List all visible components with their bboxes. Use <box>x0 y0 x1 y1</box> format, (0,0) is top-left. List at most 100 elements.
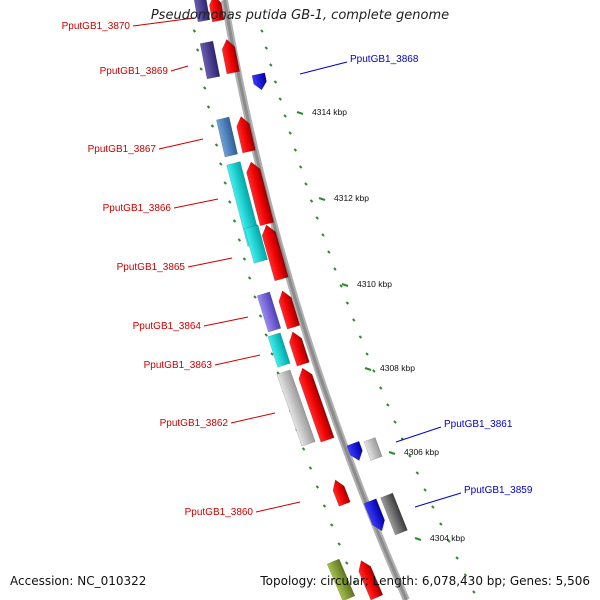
track-dot <box>439 522 443 526</box>
track-dot <box>260 29 264 33</box>
feature-shape <box>363 498 385 532</box>
label-leader-line <box>132 17 195 27</box>
feature-shape <box>332 479 351 507</box>
track-dot <box>237 238 242 242</box>
feature-shape <box>251 72 267 91</box>
feature-shape <box>216 116 238 158</box>
cds-3870[interactable] <box>208 0 225 23</box>
cog-box-3862[interactable] <box>276 369 316 447</box>
cds-3869[interactable] <box>220 38 240 75</box>
kbp-tick-label: 4306 kbp <box>404 447 439 457</box>
kbp-tick-mark <box>318 196 326 202</box>
track-dot <box>431 505 435 509</box>
track-dot <box>472 590 476 594</box>
label-leader-line <box>255 501 301 513</box>
cog-box-3863[interactable] <box>267 332 291 368</box>
track-dot <box>315 485 320 489</box>
kbp-tick-mark <box>414 536 422 542</box>
feature-shape <box>261 224 289 282</box>
gene-label-pputgb1_3859[interactable]: PputGB1_3859 <box>414 485 533 508</box>
track-dot <box>352 580 357 584</box>
gene-label-pputgb1_3861[interactable]: PputGB1_3861 <box>395 419 513 443</box>
reverse-cog-3861[interactable] <box>363 437 383 461</box>
cds-3863[interactable] <box>287 330 310 367</box>
kbp-tick-mark <box>388 450 396 456</box>
track-dot <box>242 257 247 261</box>
gene-label-pputgb1_3863[interactable]: PputGB1_3863 <box>144 354 261 371</box>
gene-label-pputgb1_3860[interactable]: PputGB1_3860 <box>185 501 301 518</box>
cog-box-3859[interactable] <box>326 558 356 600</box>
track-dot <box>264 333 268 337</box>
reverse-cds-3868[interactable] <box>251 72 268 91</box>
track-dot <box>232 219 237 223</box>
label-leader-line <box>187 257 233 268</box>
label-leader-line <box>203 316 249 327</box>
gene-label-text: PputGB1_3865 <box>117 262 186 273</box>
gene-label-text: PputGB1_3867 <box>88 144 157 155</box>
gene-label-pputgb1_3870[interactable]: PputGB1_3870 <box>62 17 195 32</box>
kbp-scale: 4314 kbp 4312 kbp 4310 kbp 4308 kbp 4306 kbp… <box>296 107 465 543</box>
label-leader-line <box>299 61 348 75</box>
track-dot <box>253 295 257 299</box>
track-dot <box>330 523 334 527</box>
track-dot <box>258 314 263 318</box>
track-dot <box>408 454 412 458</box>
feature-shape <box>326 558 356 600</box>
genome-backbone <box>221 0 410 600</box>
backbone-core <box>223 0 408 600</box>
gene-label-pputgb1_3864[interactable]: PputGB1_3864 <box>133 316 249 332</box>
gene-label-pputgb1_3865[interactable]: PputGB1_3865 <box>117 257 233 273</box>
track-dot <box>333 267 337 271</box>
kbp-tick-label: 4312 kbp <box>334 193 369 203</box>
gene-label-pputgb1_3868[interactable]: PputGB1_3868 <box>299 54 419 75</box>
gene-label-pputgb1_3862[interactable]: PputGB1_3862 <box>160 412 276 429</box>
feature-shape <box>346 440 363 461</box>
gene-label-text: PputGB1_3862 <box>160 418 229 429</box>
cds-3865[interactable] <box>260 223 289 282</box>
gene-label-pputgb1_3867[interactable]: PputGB1_3867 <box>88 138 204 155</box>
cog-box-3867[interactable] <box>216 116 238 158</box>
gene-label-text: PputGB1_3861 <box>444 419 513 430</box>
cds-3859[interactable] <box>355 558 384 600</box>
gene-label-pputgb1_3866[interactable]: PputGB1_3866 <box>103 198 219 214</box>
gene-label-pputgb1_3869[interactable]: PputGB1_3869 <box>100 65 189 77</box>
gc-skew-dotted-tracks <box>192 29 476 594</box>
reverse-cog-3859[interactable] <box>380 492 408 536</box>
kbp-tick-label: 4304 kbp <box>430 533 465 543</box>
track-dot <box>219 162 223 166</box>
cog-box-3869[interactable] <box>199 40 221 80</box>
cds-3860[interactable] <box>330 478 351 507</box>
label-leader-line <box>230 412 276 424</box>
track-dot <box>293 148 298 152</box>
feature-shape <box>236 116 256 154</box>
cog-box-3865[interactable] <box>244 224 268 264</box>
gene-label-text: PputGB1_3866 <box>103 203 172 214</box>
gene-label-text: PputGB1_3868 <box>350 54 419 65</box>
cds-3864[interactable] <box>276 289 301 330</box>
label-leader-line <box>395 426 442 443</box>
gene-labels: PputGB1_3870 PputGB1_3869 PputGB1_3868 Pput… <box>62 17 533 518</box>
track-dot <box>447 539 451 543</box>
track-dot <box>203 86 207 90</box>
reverse-cds-3861[interactable] <box>346 440 365 462</box>
track-dot <box>206 105 211 109</box>
track-dot <box>264 46 269 50</box>
cog-box-3870[interactable] <box>193 0 211 23</box>
track-dot <box>339 284 343 288</box>
reverse-cds-3859[interactable] <box>363 498 388 534</box>
cds-3867[interactable] <box>235 115 256 154</box>
track-dot <box>309 199 314 203</box>
genome-title: Pseudomonas putida GB-1, complete genome <box>150 8 450 23</box>
feature-shape <box>358 560 384 600</box>
track-dot <box>358 335 363 339</box>
cds-3866[interactable] <box>244 160 275 227</box>
cds-3862[interactable] <box>296 366 335 443</box>
track-dot <box>321 233 325 237</box>
track-dot <box>228 200 232 204</box>
gene-label-text: PputGB1_3859 <box>464 485 533 496</box>
cog-box-3864[interactable] <box>256 291 282 333</box>
label-leader-line <box>158 138 204 150</box>
track-dot <box>415 471 420 475</box>
